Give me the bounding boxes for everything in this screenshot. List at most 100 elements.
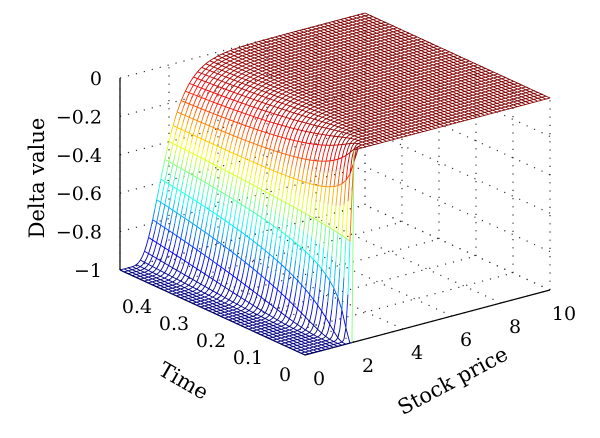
surface-wire-segment [238, 156, 242, 167]
surface-wire-segment [376, 38, 381, 42]
surface-wire-segment [249, 91, 255, 94]
surface-wire-segment [279, 97, 283, 101]
surface-wire-segment [156, 189, 160, 200]
surface-wire-segment [223, 82, 227, 86]
surface-wire-segment [388, 55, 393, 59]
surface-wire-segment [250, 290, 254, 298]
surface-wire-segment [420, 73, 425, 77]
surface-wire-segment [204, 171, 208, 183]
surface-wire-segment [236, 303, 242, 307]
surface-wire-segment [184, 231, 188, 242]
surface-wire-segment [224, 260, 228, 271]
surface-wire-segment [246, 237, 250, 251]
surface-wire-segment [361, 85, 364, 88]
surface-wire-segment [296, 80, 299, 82]
surface-wire-segment [220, 217, 226, 221]
surface-wire-segment [267, 112, 271, 117]
surface-wire-segment [414, 68, 417, 71]
surface-wire-segment [330, 27, 333, 29]
surface-wire-segment [258, 53, 263, 56]
surface-wire-segment [211, 92, 214, 97]
surface-wire-segment [265, 97, 271, 100]
surface-wire-segment [197, 69, 200, 73]
surface-wire-segment [192, 212, 196, 224]
surface-wire-segment [192, 296, 197, 300]
surface-wire-segment [386, 38, 389, 40]
surface-wire-segment [156, 273, 161, 277]
surface-wire-segment [250, 65, 255, 69]
surface-wire-segment [221, 147, 226, 151]
surface-wire-segment [255, 88, 259, 92]
surface-wire-segment [359, 69, 364, 73]
surface-wire-segment [174, 286, 177, 289]
surface-wire-segment [292, 78, 295, 80]
surface-wire-segment [277, 143, 281, 152]
surface-wire-segment [308, 85, 311, 88]
surface-wire-segment [204, 231, 210, 236]
surface-wire-segment [152, 281, 157, 285]
surface-wire-segment [387, 76, 393, 80]
surface-wire-segment [246, 302, 250, 307]
surface-wire-segment [383, 83, 389, 87]
surface-wire-segment [256, 260, 260, 273]
surface-wire-segment [394, 42, 397, 44]
surface-wire-segment [302, 75, 307, 79]
surface-wire-segment [410, 66, 413, 69]
surface-wire-segment [233, 135, 238, 138]
surface-wire-segment [325, 34, 329, 36]
surface-wire-segment [444, 67, 450, 70]
surface-wire-segment [266, 53, 271, 57]
surface-wire-segment [174, 166, 178, 177]
surface-wire-segment [348, 94, 352, 97]
surface-wire-segment [359, 48, 365, 52]
surface-wire-segment [182, 149, 186, 159]
surface-wire-segment [252, 48, 255, 50]
surface-wire-segment [296, 89, 299, 92]
surface-wire-segment [312, 69, 316, 72]
surface-wire-segment [231, 121, 234, 128]
surface-wire-segment [350, 33, 353, 35]
surface-wire-segment [420, 67, 425, 71]
surface-wire-segment [168, 242, 172, 251]
surface-wire-segment [224, 280, 228, 288]
surface-wire-segment [370, 42, 373, 45]
surface-wire-segment [366, 34, 369, 37]
surface-wire-segment [343, 59, 348, 62]
surface-wire-segment [392, 31, 398, 35]
surface-wire-segment [265, 91, 271, 95]
surface-wire-segment [371, 66, 377, 69]
surface-wire-segment [363, 85, 368, 89]
surface-wire-segment [420, 70, 425, 74]
surface-wire-segment [400, 35, 406, 38]
surface-wire-segment [244, 44, 247, 47]
surface-wire-segment [436, 69, 442, 72]
surface-wire-segment [178, 294, 181, 296]
surface-wire-segment [289, 111, 295, 114]
surface-wire-segment [315, 28, 321, 32]
surface-wire-segment [265, 191, 270, 195]
surface-wire-segment [232, 164, 236, 175]
surface-wire-segment [144, 244, 147, 252]
surface-wire-segment [269, 127, 273, 134]
surface-wire-segment [351, 62, 356, 66]
surface-wire-segment [368, 37, 373, 41]
surface-wire-segment [234, 308, 238, 310]
surface-wire-segment [229, 114, 232, 120]
surface-wire-segment [338, 89, 344, 93]
surface-wire-segment [225, 76, 230, 79]
surface-wire-segment [220, 304, 226, 307]
surface-wire-segment [279, 108, 283, 113]
surface-wire-segment [250, 55, 255, 59]
surface-wire-segment [299, 35, 304, 39]
surface-wire-segment [278, 80, 283, 84]
surface-wire-segment [357, 57, 361, 60]
surface-wire-segment [311, 56, 316, 59]
surface-wire-segment [172, 186, 178, 190]
surface-wire-segment [366, 26, 369, 28]
surface-wire-segment [239, 65, 243, 68]
surface-wire-segment [406, 59, 409, 61]
surface-wire-segment [213, 81, 217, 86]
surface-wire-segment [233, 70, 239, 73]
surface-wire-segment [208, 106, 212, 113]
surface-wire-segment [394, 68, 397, 70]
